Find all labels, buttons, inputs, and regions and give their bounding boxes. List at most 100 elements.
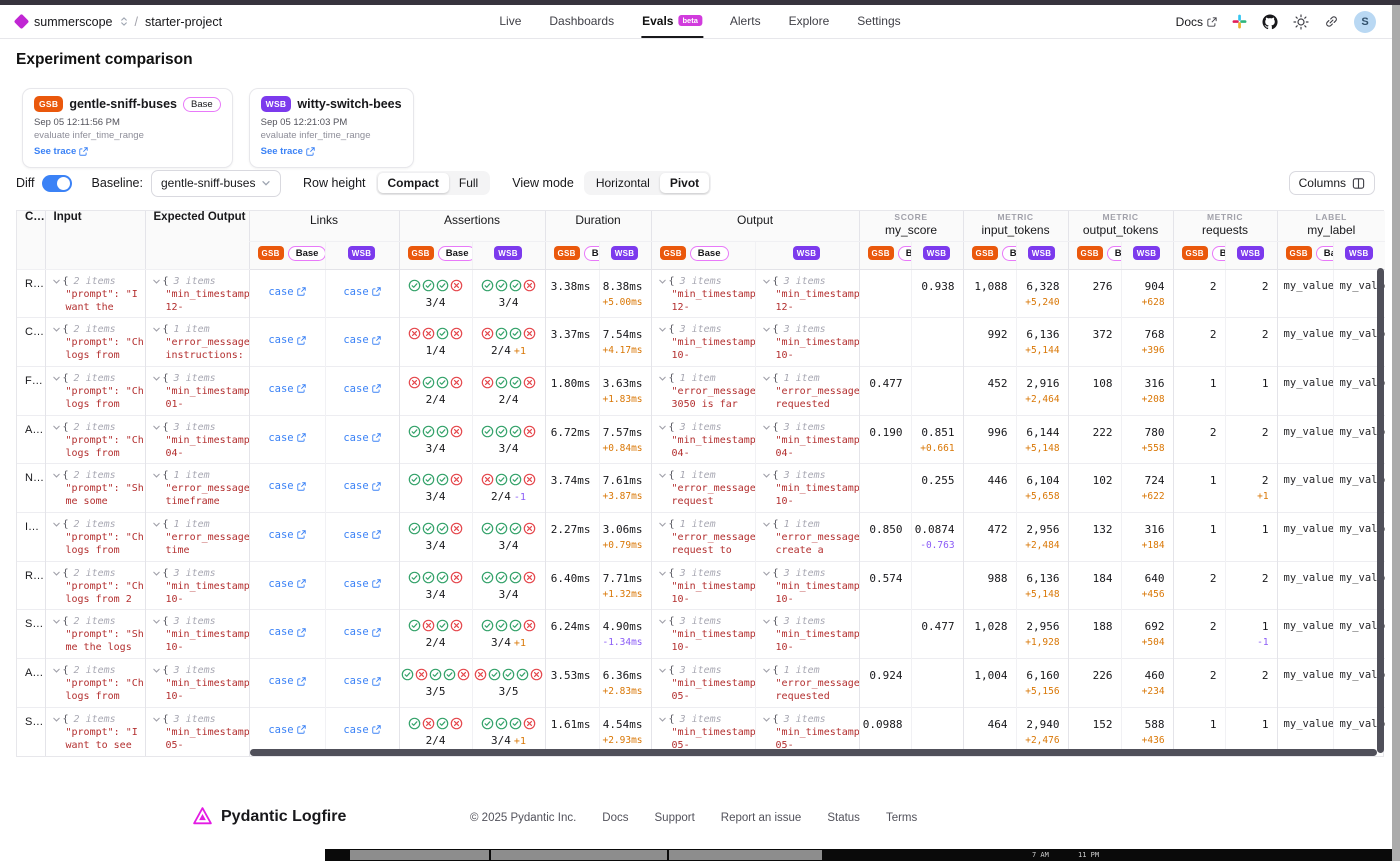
case-link[interactable]: case — [343, 529, 381, 541]
expand-toggle-icon[interactable] — [52, 374, 61, 383]
expand-toggle-icon[interactable] — [658, 617, 667, 626]
footer-link-terms[interactable]: Terms — [885, 812, 918, 824]
case-link[interactable]: case — [268, 480, 306, 492]
case-link[interactable]: case — [268, 383, 306, 395]
baseline-select[interactable]: gentle-sniff-buses — [150, 169, 281, 197]
expand-toggle-icon[interactable] — [152, 666, 161, 675]
expand-toggle-icon[interactable] — [152, 374, 161, 383]
expand-toggle-icon[interactable] — [762, 569, 771, 578]
expand-toggle-icon[interactable] — [762, 617, 771, 626]
case-name[interactable]: R… — [25, 277, 44, 290]
tab-dashboards[interactable]: Dashboards — [548, 5, 615, 38]
expand-toggle-icon[interactable] — [52, 569, 61, 578]
expand-toggle-icon[interactable] — [762, 520, 771, 529]
expand-toggle-icon[interactable] — [52, 325, 61, 334]
case-link[interactable]: case — [268, 578, 306, 590]
case-link[interactable]: case — [268, 286, 306, 298]
row-height-option-compact[interactable]: Compact — [377, 173, 449, 193]
row-height-option-full[interactable]: Full — [458, 176, 479, 190]
expand-toggle-icon[interactable] — [658, 520, 667, 529]
columns-button[interactable]: Columns — [1288, 171, 1375, 195]
expand-toggle-icon[interactable] — [658, 569, 667, 578]
case-link[interactable]: case — [268, 432, 306, 444]
case-name[interactable]: F… — [17, 365, 45, 416]
case-link[interactable]: case — [268, 334, 306, 346]
org-selector-icon[interactable] — [120, 16, 128, 27]
case-link[interactable]: case — [268, 675, 306, 687]
expand-toggle-icon[interactable] — [152, 520, 161, 529]
case-link[interactable]: case — [343, 480, 381, 492]
expand-toggle-icon[interactable] — [52, 520, 61, 529]
expand-toggle-icon[interactable] — [762, 374, 771, 383]
expand-toggle-icon[interactable] — [658, 666, 667, 675]
case-link[interactable]: case — [343, 675, 381, 687]
case-link[interactable]: case — [343, 578, 381, 590]
diff-toggle[interactable] — [41, 174, 72, 192]
horizontal-scrollbar[interactable] — [250, 749, 1377, 756]
browser-scrollbar-track[interactable] — [1392, 5, 1400, 861]
expand-toggle-icon[interactable] — [762, 423, 771, 432]
project-name[interactable]: starter-project — [144, 14, 223, 29]
share-link-icon[interactable] — [1324, 14, 1339, 29]
see-trace-link[interactable]: See trace — [34, 146, 88, 157]
case-name[interactable]: A… — [17, 414, 45, 464]
expand-toggle-icon[interactable] — [52, 471, 61, 480]
expand-toggle-icon[interactable] — [658, 277, 667, 286]
expand-toggle-icon[interactable] — [152, 617, 161, 626]
expand-toggle-icon[interactable] — [762, 471, 771, 480]
footer-link-docs[interactable]: Docs — [602, 812, 629, 824]
case-link[interactable]: case — [343, 334, 381, 346]
expand-toggle-icon[interactable] — [52, 617, 61, 626]
expand-toggle-icon[interactable] — [152, 715, 161, 724]
case-name[interactable]: C… — [17, 317, 45, 367]
case-link[interactable]: case — [343, 432, 381, 444]
expand-toggle-icon[interactable] — [762, 325, 771, 334]
case-name[interactable]: S… — [17, 609, 45, 659]
github-icon[interactable] — [1262, 13, 1278, 30]
case-name[interactable]: A… — [17, 658, 45, 708]
case-name[interactable]: R… — [17, 560, 45, 610]
expand-toggle-icon[interactable] — [152, 423, 161, 432]
case-link[interactable]: case — [268, 626, 306, 638]
view-mode-option-horizontal[interactable]: Horizontal — [595, 176, 650, 190]
org-name[interactable]: summerscope — [34, 14, 113, 29]
case-link[interactable]: case — [343, 626, 381, 638]
expand-toggle-icon[interactable] — [152, 569, 161, 578]
tab-live[interactable]: Live — [498, 5, 522, 38]
theme-toggle-icon[interactable] — [1293, 13, 1309, 30]
tab-evals[interactable]: Evals beta — [641, 5, 703, 38]
expand-toggle-icon[interactable] — [658, 715, 667, 724]
expand-toggle-icon[interactable] — [152, 471, 161, 480]
expand-toggle-icon[interactable] — [52, 666, 61, 675]
expand-toggle-icon[interactable] — [52, 423, 61, 432]
user-avatar[interactable]: S — [1354, 10, 1376, 33]
case-name[interactable]: I… — [17, 511, 45, 562]
case-name[interactable]: S… — [17, 706, 45, 756]
view-mode-option-pivot[interactable]: Pivot — [659, 173, 710, 193]
footer-link-support[interactable]: Support — [654, 812, 695, 824]
expand-toggle-icon[interactable] — [658, 374, 667, 383]
see-trace-link[interactable]: See trace — [261, 146, 315, 157]
expand-toggle-icon[interactable] — [52, 277, 61, 286]
footer-link-status[interactable]: Status — [827, 812, 860, 824]
footer-link-report-an-issue[interactable]: Report an issue — [720, 812, 802, 824]
tab-explore[interactable]: Explore — [788, 5, 831, 38]
expand-toggle-icon[interactable] — [658, 325, 667, 334]
case-link[interactable]: case — [343, 286, 381, 298]
case-link[interactable]: case — [343, 383, 381, 395]
tab-settings[interactable]: Settings — [856, 5, 901, 38]
tab-alerts[interactable]: Alerts — [729, 5, 762, 38]
vertical-scrollbar[interactable] — [1377, 268, 1384, 753]
case-name[interactable]: N… — [17, 463, 45, 513]
case-link[interactable]: case — [268, 529, 306, 541]
docs-link[interactable]: Docs — [1176, 15, 1217, 29]
expand-toggle-icon[interactable] — [762, 715, 771, 724]
expand-toggle-icon[interactable] — [152, 277, 161, 286]
expand-toggle-icon[interactable] — [762, 277, 771, 286]
expand-toggle-icon[interactable] — [52, 715, 61, 724]
expand-toggle-icon[interactable] — [762, 666, 771, 675]
expand-toggle-icon[interactable] — [658, 423, 667, 432]
case-link[interactable]: case — [268, 724, 306, 736]
case-link[interactable]: case — [343, 724, 381, 736]
expand-toggle-icon[interactable] — [152, 325, 161, 334]
